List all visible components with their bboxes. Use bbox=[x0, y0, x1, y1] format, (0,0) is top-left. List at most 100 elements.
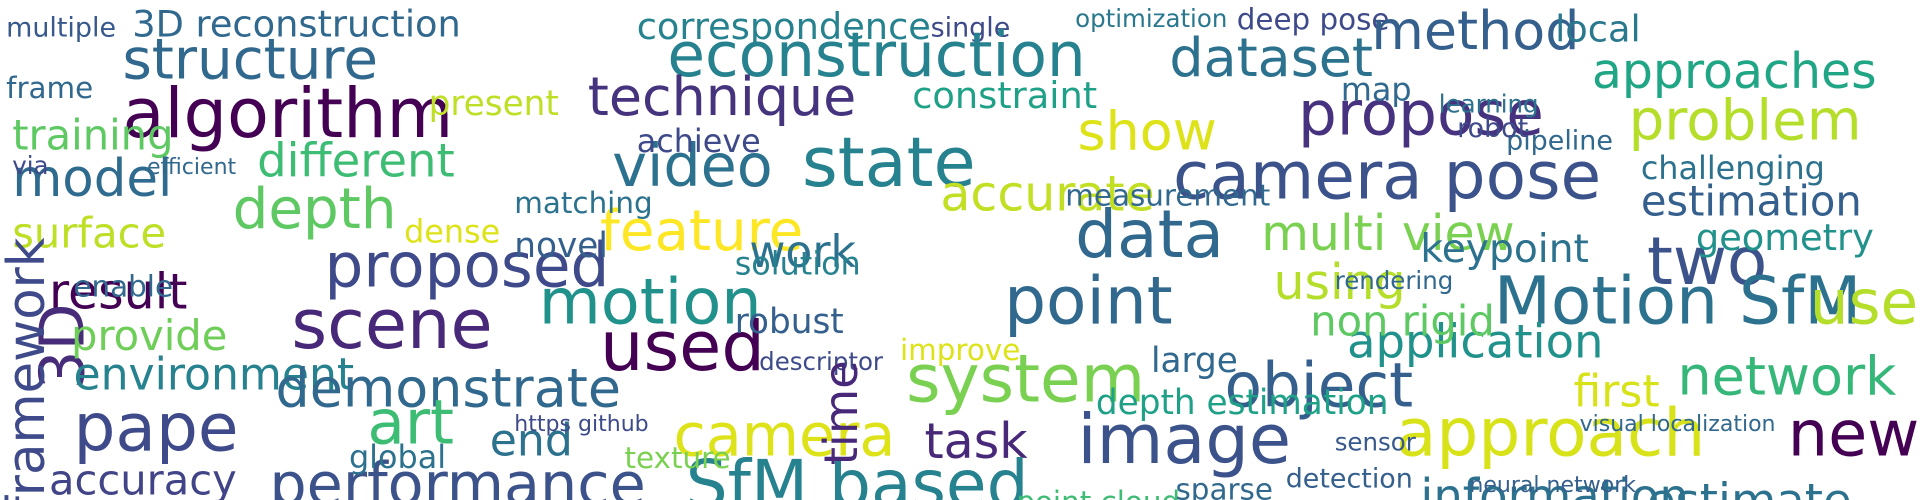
word: point cloud bbox=[1016, 485, 1180, 500]
word: first bbox=[1573, 367, 1659, 418]
word: algorithm bbox=[122, 74, 453, 154]
word: large bbox=[1151, 341, 1238, 381]
word: multiple bbox=[6, 13, 116, 44]
word: solution bbox=[735, 244, 861, 282]
word: art bbox=[367, 387, 454, 458]
word: accurate bbox=[940, 166, 1154, 223]
word: feature bbox=[600, 199, 803, 264]
word: system bbox=[906, 341, 1145, 418]
word: camera pose bbox=[1173, 137, 1601, 214]
word: model bbox=[12, 149, 172, 209]
word: use bbox=[1810, 267, 1918, 338]
word: provide bbox=[71, 311, 227, 360]
word: detection bbox=[1286, 463, 1413, 494]
word: camera bbox=[673, 401, 895, 470]
word: state bbox=[802, 123, 976, 203]
word: new bbox=[1788, 398, 1920, 472]
word: approaches bbox=[1592, 43, 1877, 100]
word: different bbox=[257, 133, 455, 187]
word: learning bbox=[1439, 90, 1539, 119]
word: visual localization bbox=[1580, 412, 1776, 437]
word: two bbox=[1647, 223, 1767, 300]
word: texture bbox=[624, 441, 730, 475]
word: estimate bbox=[1647, 474, 1852, 500]
word: rendering bbox=[1335, 266, 1454, 295]
word: optimization bbox=[1075, 4, 1227, 33]
word: proposed bbox=[324, 231, 609, 302]
word: show bbox=[1078, 99, 1217, 162]
word: scene bbox=[291, 285, 492, 365]
word: task bbox=[924, 413, 1028, 470]
word: matching bbox=[514, 186, 652, 220]
word: video bbox=[612, 131, 773, 200]
word: global bbox=[349, 438, 446, 476]
word: result bbox=[49, 264, 188, 321]
word: improve bbox=[900, 333, 1020, 367]
word: pipeline bbox=[1506, 125, 1613, 156]
word: using bbox=[1273, 254, 1405, 311]
word: Motion SfM bbox=[1494, 262, 1861, 339]
word: 3D reconstruction bbox=[132, 3, 461, 46]
word: descriptor bbox=[759, 347, 884, 376]
word: 3D bbox=[27, 303, 98, 389]
word: enable bbox=[73, 269, 173, 303]
word: https github bbox=[514, 412, 648, 437]
word: depth estimation bbox=[1096, 383, 1389, 423]
word: non rigid bbox=[1310, 297, 1495, 346]
word: correspondence bbox=[637, 5, 931, 48]
word: technique bbox=[588, 65, 857, 128]
word: accuracy bbox=[49, 456, 237, 500]
word: SfM based bbox=[686, 446, 1029, 500]
word: demonstrate bbox=[276, 357, 621, 420]
word: depth bbox=[233, 177, 397, 242]
word: time bbox=[814, 360, 868, 465]
word: neural network bbox=[1469, 473, 1636, 498]
word: network bbox=[1678, 344, 1898, 407]
word: local bbox=[1555, 8, 1641, 51]
word: novel bbox=[514, 226, 608, 266]
word: work bbox=[749, 227, 856, 278]
word: problem bbox=[1629, 89, 1862, 154]
word: image bbox=[1078, 400, 1292, 480]
word: map bbox=[1341, 70, 1412, 108]
word: application bbox=[1347, 315, 1604, 369]
word: efficient bbox=[147, 155, 237, 180]
word: structure bbox=[122, 27, 378, 92]
word: method bbox=[1371, 0, 1579, 62]
word: achieve bbox=[637, 122, 761, 160]
word: multi view bbox=[1261, 205, 1514, 262]
word: performance bbox=[269, 449, 645, 500]
word: data bbox=[1075, 196, 1224, 273]
word: end bbox=[490, 416, 573, 467]
word: present bbox=[429, 84, 559, 124]
word: dense bbox=[404, 212, 500, 250]
word: sparse bbox=[1176, 473, 1273, 500]
word: dataset bbox=[1169, 26, 1373, 89]
word: single bbox=[931, 13, 1011, 44]
word: frame bbox=[6, 71, 93, 105]
word: keypoint bbox=[1420, 227, 1588, 272]
word: measurement bbox=[1065, 179, 1270, 213]
word: robot bbox=[1457, 113, 1528, 144]
word: motion bbox=[539, 265, 762, 339]
word: environment bbox=[73, 349, 354, 400]
word: estimation bbox=[1641, 177, 1862, 226]
word: framework bbox=[0, 237, 57, 500]
word: econstruction bbox=[667, 20, 1085, 91]
word: challenging bbox=[1641, 149, 1825, 187]
word: approach bbox=[1396, 395, 1705, 472]
word: object bbox=[1224, 351, 1413, 422]
word: geometry bbox=[1696, 216, 1874, 259]
word: constraint bbox=[912, 74, 1097, 117]
word: deep pose bbox=[1237, 2, 1390, 36]
word: surface bbox=[12, 208, 166, 257]
word: point bbox=[1004, 262, 1173, 339]
word: sensor bbox=[1335, 428, 1417, 457]
word: via bbox=[12, 151, 48, 180]
word: training bbox=[12, 110, 173, 159]
word: robust bbox=[735, 302, 844, 342]
word: propose bbox=[1298, 79, 1544, 150]
word: used bbox=[600, 307, 765, 387]
